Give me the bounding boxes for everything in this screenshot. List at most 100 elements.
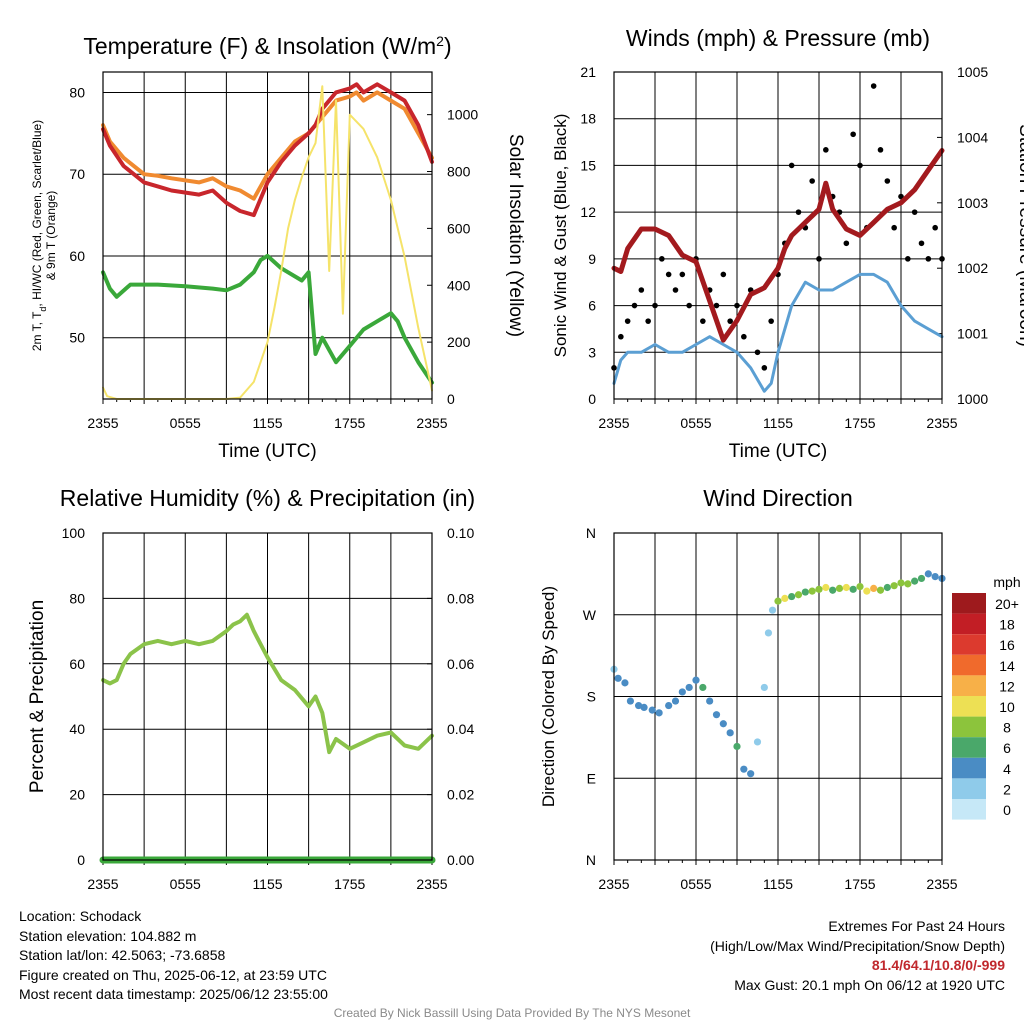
direction-point (897, 579, 905, 587)
y-tick-label: 15 (580, 157, 596, 173)
wind-line (612, 272, 944, 393)
plot-frame (613, 71, 943, 400)
right-tick-label: 1003 (957, 195, 988, 211)
station-elevation: Station elevation: 104.882 m (19, 927, 197, 944)
right-tick-label: 1000 (957, 391, 988, 407)
gust-point (823, 147, 829, 153)
gust-point (665, 271, 672, 278)
right-tick-label: 0.00 (447, 852, 474, 868)
gust-point (713, 302, 720, 309)
y-tick-label: 40 (69, 721, 85, 737)
y-tick-label: 6 (588, 298, 596, 314)
gust-point (727, 318, 733, 324)
y-tick-label: 0 (77, 852, 85, 868)
x-tick-label: 2355 (598, 876, 629, 892)
x-tick-label: 1755 (844, 876, 875, 892)
gust-point (741, 333, 747, 340)
gust-point (870, 83, 877, 89)
right-tick-label: 1005 (957, 64, 988, 80)
colorbar-swatch (952, 778, 986, 799)
extremes-heading: Extremes For Past 24 Hours (828, 918, 1005, 934)
x-tick-label: 2355 (926, 415, 957, 431)
station-latlon: Station lat/lon: 42.5063; -73.6858 (19, 947, 226, 963)
x-tick-label: 2355 (416, 415, 447, 431)
x-tick-label: 2355 (598, 415, 629, 431)
figure-created: Figure created on Thu, 2025-06-12, at 23… (19, 966, 327, 983)
direction-point (706, 697, 714, 705)
right-tick-label: 200 (447, 334, 471, 350)
y-tick-label: S (587, 689, 596, 705)
y-tick-label: 100 (62, 525, 86, 541)
colorbar-label: 20+ (995, 596, 1019, 612)
hiwc-line (101, 82, 434, 217)
y-tick-label: W (583, 607, 597, 623)
right-tick-label: 0.04 (447, 721, 474, 737)
direction-point (699, 683, 707, 692)
extremes-box: Extremes For Past 24 Hours (High/Low/Max… (710, 917, 1005, 995)
right-axis-label: Solar Insolation (Yellow) (505, 134, 526, 337)
colorbar: mph 20+ 18 16 14 12 10 8 6 4 2 0 (952, 574, 1021, 820)
gust-point (686, 302, 692, 309)
right-tick-label: 0 (447, 391, 455, 407)
colorbar-swatch (952, 654, 986, 676)
y-tick-label: N (586, 525, 596, 541)
chart-panel-1: Temperature (F) & Insolation (W/m2)2355 0… (30, 33, 526, 462)
x-tick-label: 2355 (87, 876, 118, 892)
direction-point (712, 711, 721, 719)
chart-title: Relative Humidity (%) & Precipitation (i… (60, 485, 475, 511)
gust-point (659, 256, 665, 262)
gust-point (618, 333, 624, 340)
direction-point (648, 706, 656, 714)
y-tick-label: 80 (69, 84, 85, 100)
gust-point (761, 365, 768, 371)
direction-point (774, 597, 782, 605)
gust-point (850, 131, 856, 138)
right-tick-label: 0.08 (447, 590, 474, 606)
gust-point (734, 302, 740, 309)
x-tick-label: 0555 (680, 876, 711, 892)
colorbar-label: 18 (999, 617, 1015, 633)
direction-point (719, 720, 727, 728)
direction-point (740, 765, 748, 773)
x-tick-label: 1755 (334, 415, 365, 431)
y-tick-label: 9 (588, 251, 596, 267)
direction-point (917, 574, 926, 583)
direction-point (842, 583, 850, 592)
direction-point (621, 679, 629, 687)
direction-point (801, 588, 809, 596)
gust-point (898, 193, 904, 200)
plot-frame (613, 532, 943, 861)
colorbar-label: 16 (999, 637, 1015, 653)
chart-title: Wind Direction (703, 485, 853, 511)
direction-point (924, 570, 932, 578)
gust-point (679, 271, 686, 278)
colorbar-label: 2 (1003, 781, 1011, 797)
y-tick-label: 3 (588, 344, 596, 360)
direction-point (692, 676, 700, 684)
max-gust: Max Gust: 20.1 mph On 06/12 at 1920 UTC (734, 976, 1005, 993)
y-tick-label: E (587, 770, 596, 786)
gust-point (932, 224, 938, 231)
x-tick-label: 0555 (170, 415, 201, 431)
gust-point (877, 147, 884, 153)
gust-point (905, 256, 911, 262)
y-tick-label: 12 (580, 204, 596, 220)
y-axis-label: Percent & Precipitation (27, 600, 48, 793)
colorbar-swatch (952, 696, 986, 717)
x-axis-label: Time (UTC) (729, 441, 828, 462)
direction-point (760, 683, 768, 692)
y-tick-label: 21 (580, 64, 596, 80)
direction-point (863, 587, 871, 595)
gust-point (638, 287, 645, 293)
colorbar-swatch (952, 613, 986, 635)
gust-point (700, 318, 706, 324)
chart-title: Temperature (F) & Insolation (W/m2) (83, 33, 451, 59)
right-tick-label: 1004 (957, 129, 988, 145)
direction-point (626, 697, 635, 705)
colorbar-unit: mph (993, 574, 1020, 590)
direction-point (733, 742, 741, 751)
x-tick-label: 1755 (844, 415, 875, 431)
x-tick-label: 2355 (926, 876, 957, 892)
